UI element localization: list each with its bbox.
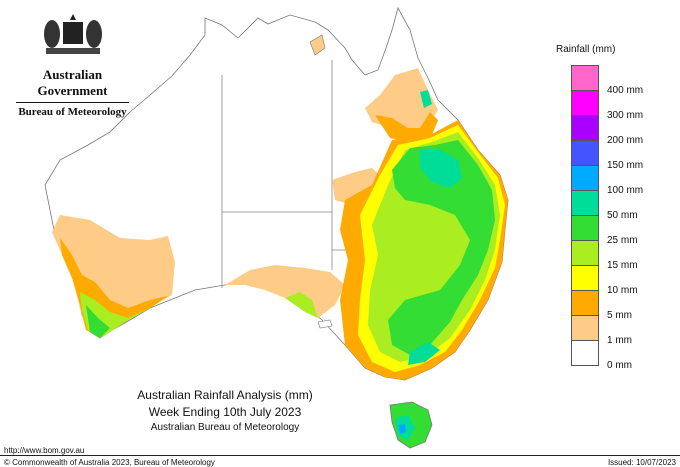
legend-label: 50 mm <box>607 210 638 221</box>
legend-swatch <box>571 165 599 191</box>
footer-issued: Issued: 10/07/2023 <box>607 458 676 467</box>
northern-island <box>309 34 326 56</box>
legend-title: Rainfall (mm) <box>556 44 616 55</box>
map-caption: Australian Rainfall Analysis (mm) Week E… <box>120 388 330 433</box>
agency-name: Bureau of Meteorology <box>18 106 127 118</box>
tasmania-rain-100mm <box>398 424 406 434</box>
legend-swatch <box>571 90 599 116</box>
legend-label: 200 mm <box>607 135 644 146</box>
government-name: Australian Government <box>37 67 108 98</box>
legend-label: 15 mm <box>607 260 638 271</box>
legend-swatch <box>571 115 599 141</box>
gippsland-rain-50mm <box>408 342 440 365</box>
legend-swatch <box>571 315 599 341</box>
agency-logo: Australian Government Bureau of Meteorol… <box>10 12 135 118</box>
cape-york-rain-5mm <box>375 112 438 142</box>
caption-subtitle: Week Ending 10th July 2023 <box>148 405 302 419</box>
legend-swatch <box>571 340 599 366</box>
legend-swatch <box>571 215 599 241</box>
legend-label: 150 mm <box>607 160 644 171</box>
logo-divider <box>16 102 129 103</box>
legend-swatch <box>571 240 599 266</box>
legend-label: 25 mm <box>607 235 638 246</box>
east-rain-25mm <box>388 140 495 355</box>
legend-label: 400 mm <box>607 85 644 96</box>
legend-label: 300 mm <box>607 110 644 121</box>
legend-swatch <box>571 65 599 91</box>
legend-swatch <box>571 190 599 216</box>
legend-label: 5 mm <box>607 310 632 321</box>
legend-swatches <box>571 65 599 366</box>
east-rain-50mm <box>420 150 462 188</box>
legend-swatch <box>571 290 599 316</box>
footer-copyright: © Commonwealth of Australia 2023, Bureau… <box>4 458 215 467</box>
cairns-rain-50mm <box>420 90 432 108</box>
legend-label: 1 mm <box>607 335 632 346</box>
footer-divider <box>0 455 680 456</box>
coat-of-arms-icon <box>43 14 102 54</box>
legend-label: 0 mm <box>607 360 632 371</box>
legend-label: 10 mm <box>607 285 638 296</box>
footer-url[interactable]: http://www.bom.gov.au <box>4 446 85 455</box>
wa-rain-25mm <box>86 305 110 338</box>
kangaroo-island <box>317 319 333 329</box>
legend-swatch <box>571 265 599 291</box>
legend-label: 100 mm <box>607 185 644 196</box>
sa-rain-15mm <box>285 292 318 318</box>
caption-title: Australian Rainfall Analysis (mm) <box>137 388 313 402</box>
sa-rain-1mm <box>225 265 345 318</box>
caption-agency: Australian Bureau of Meteorology <box>150 422 300 433</box>
legend-swatch <box>571 140 599 166</box>
